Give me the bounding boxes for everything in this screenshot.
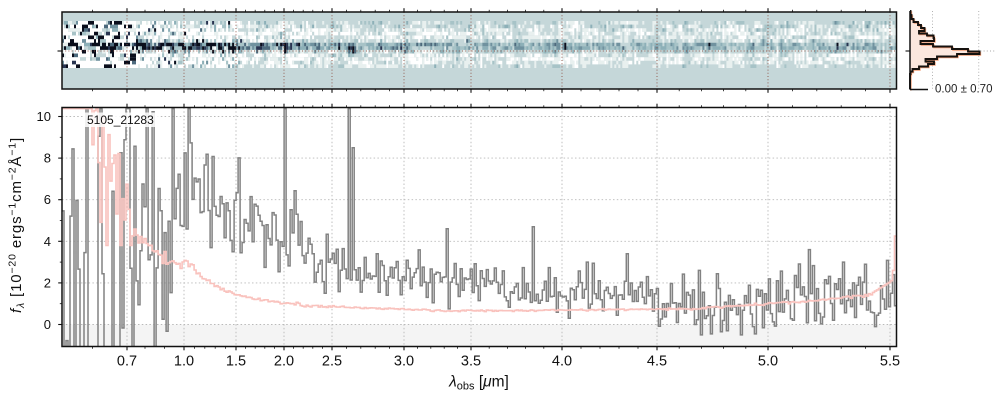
svg-text:λobs [μm]: λobs [μm] — [448, 374, 509, 393]
svg-text:4: 4 — [44, 234, 51, 249]
svg-text:5105_21283: 5105_21283 — [87, 113, 154, 127]
svg-text:0.7: 0.7 — [117, 354, 137, 370]
svg-text:0: 0 — [44, 317, 51, 332]
svg-text:2.5: 2.5 — [322, 354, 342, 370]
svg-text:3.5: 3.5 — [461, 354, 481, 370]
svg-text:4.0: 4.0 — [552, 354, 572, 370]
svg-text:5.5: 5.5 — [880, 354, 900, 370]
svg-text:6: 6 — [44, 192, 51, 207]
svg-text:fλ [10−20 ergs−1cm−2Å−1]: fλ [10−20 ergs−1cm−2Å−1] — [7, 137, 28, 313]
svg-text:2: 2 — [44, 275, 51, 290]
svg-text:1.5: 1.5 — [226, 354, 246, 370]
svg-text:1.0: 1.0 — [174, 354, 194, 370]
svg-text:5.0: 5.0 — [758, 354, 778, 370]
svg-text:8: 8 — [44, 151, 51, 166]
svg-text:4.5: 4.5 — [647, 354, 667, 370]
svg-text:0.00 ± 0.70: 0.00 ± 0.70 — [935, 84, 992, 96]
svg-text:2.0: 2.0 — [274, 354, 294, 370]
svg-text:3.0: 3.0 — [394, 354, 414, 370]
svg-text:10: 10 — [37, 109, 51, 124]
